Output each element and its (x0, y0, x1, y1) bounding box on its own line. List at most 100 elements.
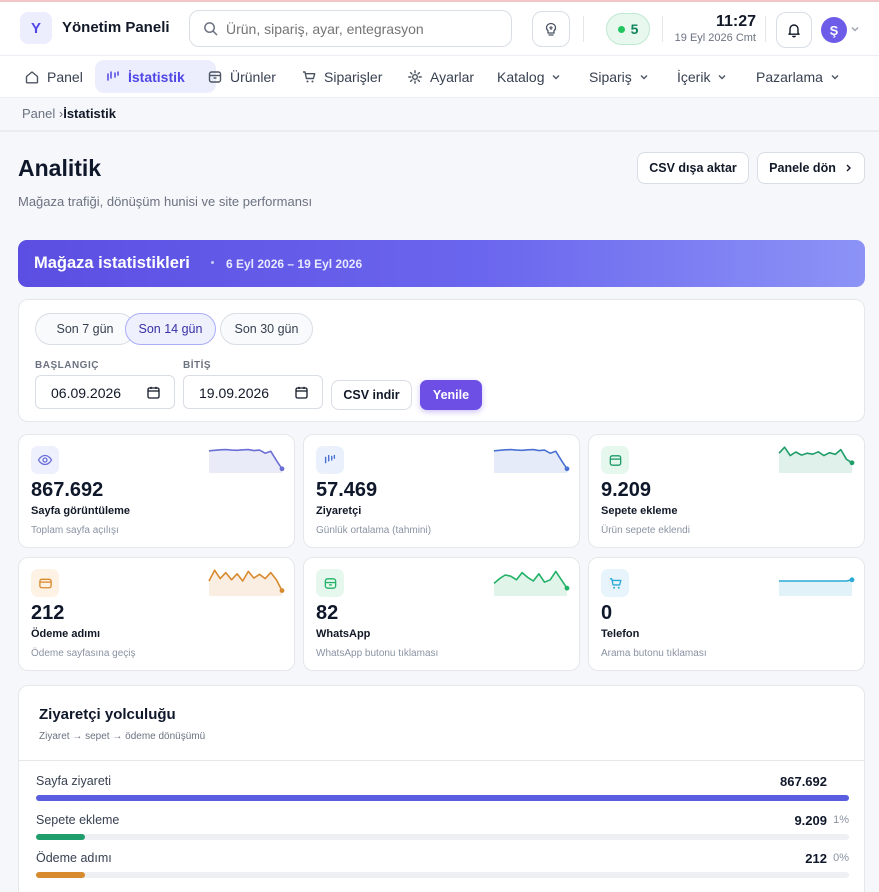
search-input[interactable] (226, 19, 426, 39)
stat-label: WhatsApp (316, 628, 371, 640)
chart-icon (316, 446, 344, 474)
breadcrumb-parent[interactable]: Panel (22, 106, 56, 121)
nav-label: İçerik (677, 68, 711, 85)
top-bar: Y Yönetim Paneli 5 11:27 19 Eyl 2026 Cmt… (0, 0, 879, 56)
clock-time: 11:27 (715, 13, 756, 30)
sparkline (778, 446, 855, 473)
end-date-value: 19.09.2026 (199, 385, 270, 401)
stat-value: 57.469 (316, 479, 378, 501)
stat-description: Günlük ortalama (tahmini) (316, 525, 432, 536)
nav-icerik[interactable]: İçerik (667, 60, 737, 93)
chevron-down-icon (831, 74, 839, 79)
sparkline-area (494, 449, 567, 473)
preset-14-days[interactable]: Son 14 gün (125, 313, 216, 345)
nav-urunler[interactable]: Ürünler (197, 60, 286, 93)
hero-title: Mağaza istatistikleri (34, 254, 190, 272)
page-title: Analitik (18, 155, 102, 181)
card-icon (31, 569, 59, 597)
nav-label: İstatistik (128, 68, 185, 85)
sparkline-line (493, 570, 568, 589)
stat-description: Toplam sayfa açılışı (31, 525, 119, 536)
app-logo[interactable]: Y (20, 12, 52, 44)
nav-ayarlar[interactable]: Ayarlar (397, 60, 484, 93)
stat-card: 0 Telefon Arama butonu tıklaması (588, 557, 865, 671)
search-box[interactable] (189, 10, 512, 47)
phone-icon (601, 569, 629, 597)
dot-separator (211, 261, 214, 264)
stats-hero-banner: Mağaza istatistikleri 6 Eyl 2026 – 19 Ey… (18, 240, 865, 287)
nav-pazarlama[interactable]: Pazarlama (746, 60, 850, 93)
stat-value: 0 (601, 602, 613, 624)
chevron-down-icon (552, 74, 560, 79)
divider (765, 16, 766, 42)
preset-7-days[interactable]: Son 7 gün (35, 313, 135, 345)
back-to-panel-button[interactable]: Panele dön (757, 152, 865, 184)
online-dot-icon (617, 25, 625, 33)
breadcrumb-current: İstatistik (63, 106, 116, 121)
notifications-button[interactable] (776, 12, 812, 48)
theme-button[interactable] (532, 11, 570, 47)
start-date-input[interactable]: 06.09.2026 (35, 375, 175, 409)
funnel-row: Sepete ekleme 9.209 1% (36, 813, 849, 843)
back-label: Panele dön (769, 161, 836, 175)
sparkline-area (779, 579, 852, 596)
end-date-input[interactable]: 19.09.2026 (183, 375, 323, 409)
stat-card: 82 WhatsApp WhatsApp butonu tıklaması (303, 557, 580, 671)
sparkline (779, 577, 855, 596)
filter-panel: Son 7 gün Son 14 gün Son 30 gün BAŞLANGI… (18, 299, 865, 422)
export-csv-button[interactable]: CSV dışa aktar (637, 152, 749, 184)
nav-katalog[interactable]: Katalog (487, 60, 571, 93)
sparkline-line (493, 448, 568, 470)
calendar-icon (295, 386, 308, 399)
chevron-down-icon (718, 74, 726, 79)
funnel-track (36, 872, 849, 878)
stat-card: 867.692 Sayfa görüntüleme Toplam sayfa açı… (18, 434, 295, 548)
nav-siparis[interactable]: Sipariş (579, 60, 659, 93)
main-nav: Panel İstatistik Ürünler Siparişler Ayar… (0, 56, 879, 98)
funnel-row: Sayfa ziyareti 867.692 (36, 774, 849, 804)
online-visitors-badge[interactable]: 5 (606, 13, 650, 45)
stat-label: Sayfa görüntüleme (31, 505, 131, 517)
sparkline-line (208, 448, 283, 470)
funnel-percent: 0% (833, 852, 849, 864)
funnel-value: 212 (805, 851, 827, 866)
refresh-button[interactable]: Yenile (420, 380, 482, 410)
nav-panel[interactable]: Panel (14, 60, 93, 93)
stat-label: Telefon (601, 628, 640, 640)
divider (19, 760, 864, 761)
user-avatar[interactable]: Ş (821, 17, 847, 43)
sparkline (208, 448, 285, 473)
start-date-label: BAŞLANGIÇ (35, 360, 99, 371)
funnel-row: Ödeme adımı 212 0% (36, 851, 849, 881)
breadcrumb-separator: › (58, 106, 64, 121)
chevron-right-icon (846, 164, 851, 172)
stat-description: Ödeme sayfasına geçiş (31, 648, 136, 659)
stat-value: 212 (31, 602, 65, 624)
calendar-icon (147, 386, 160, 399)
sparkline-area (209, 449, 282, 473)
funnel-value: 867.692 (780, 774, 827, 789)
nav-label: Ürünler (230, 68, 276, 85)
divider (0, 130, 879, 132)
chevron-down-icon (640, 74, 648, 79)
app-title: Yönetim Paneli (62, 19, 170, 36)
funnel-percent: 1% (833, 814, 849, 826)
journey-subtitle: Ziyaret → sepet → ödeme dönüşümü (39, 731, 206, 742)
sparkline-end-dot (279, 466, 285, 472)
nav-label: Siparişler (324, 68, 383, 85)
nav-label: Pazarlama (756, 68, 823, 85)
funnel-bar (36, 834, 85, 840)
chevron-down-icon[interactable] (850, 24, 860, 34)
funnel-label: Sepete ekleme (36, 813, 120, 827)
sparkline-line (779, 579, 853, 582)
clock-date: 19 Eyl 2026 Cmt (674, 32, 756, 44)
stat-description: WhatsApp butonu tıklaması (316, 648, 439, 659)
visitor-journey-panel: Ziyaretçi yolculuğu Ziyaret → sepet → öd… (18, 685, 865, 892)
nav-istatistik[interactable]: İstatistik (95, 60, 216, 93)
sparkline-end-dot (279, 588, 285, 593)
download-csv-button[interactable]: CSV indir (331, 380, 412, 410)
nav-siparisler[interactable]: Siparişler (291, 60, 392, 93)
preset-30-days[interactable]: Son 30 gün (220, 313, 313, 345)
nav-label: Ayarlar (430, 68, 475, 85)
nav-label: Sipariş (589, 68, 632, 85)
